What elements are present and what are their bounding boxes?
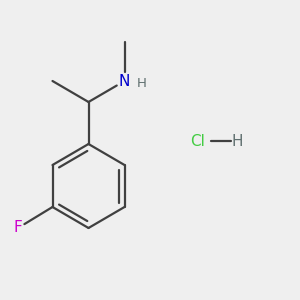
Text: H: H <box>231 134 243 148</box>
Text: N: N <box>119 74 130 88</box>
Text: Cl: Cl <box>190 134 206 148</box>
Text: H: H <box>137 77 147 90</box>
Text: F: F <box>14 220 22 236</box>
